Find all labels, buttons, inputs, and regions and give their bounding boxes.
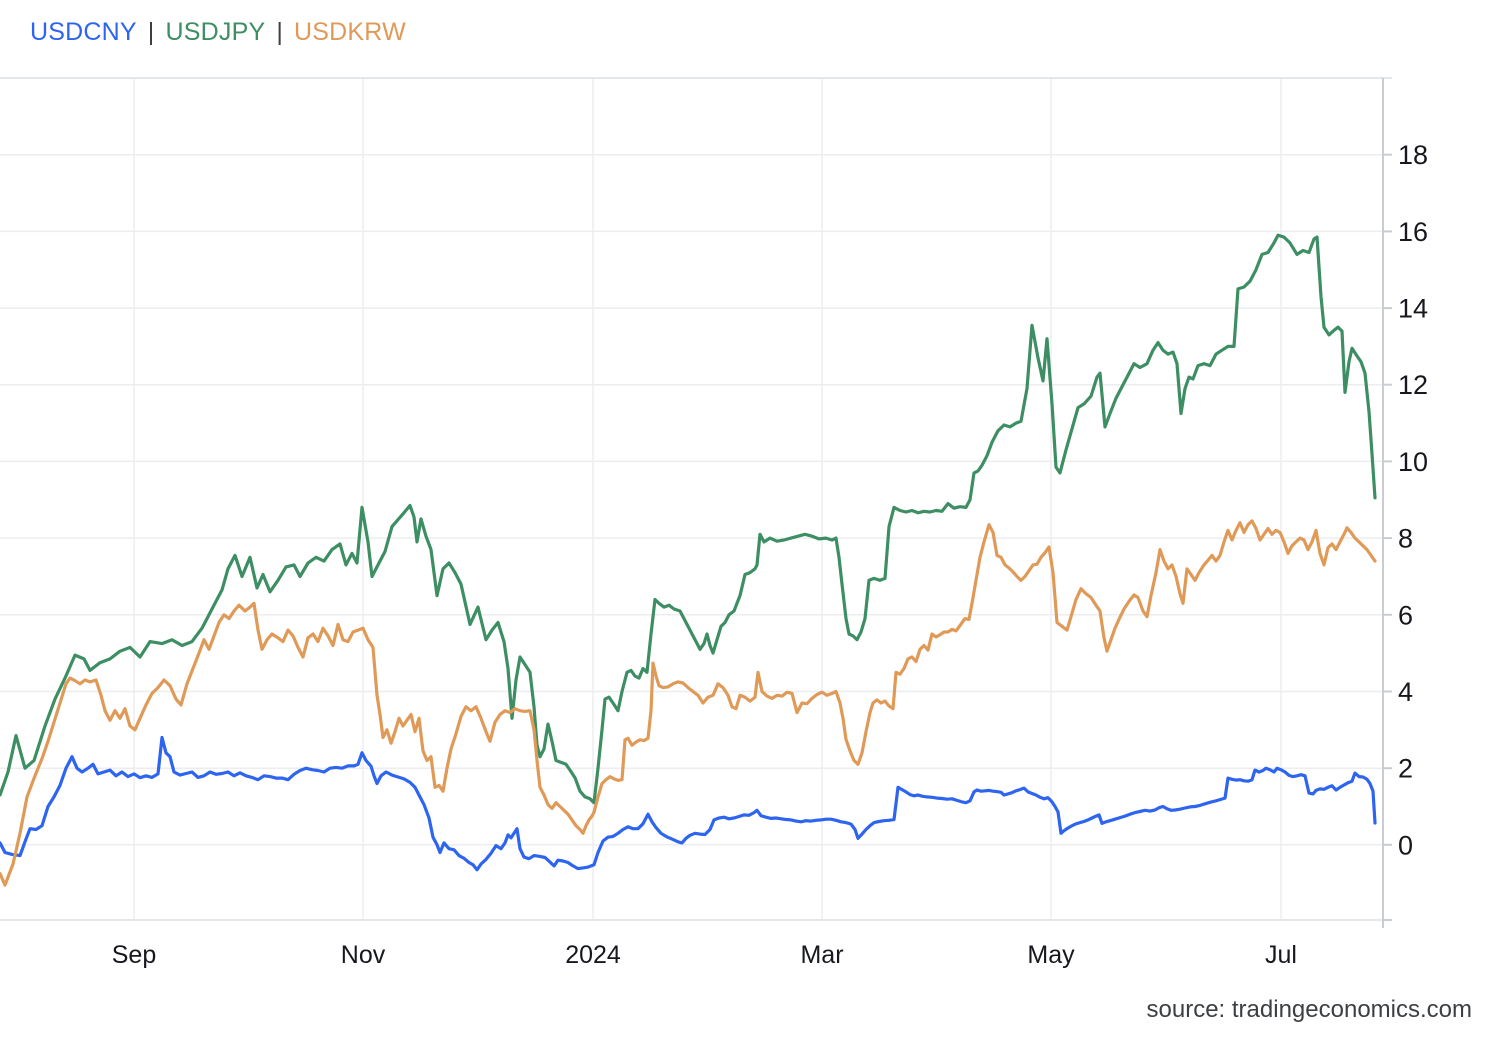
y-tick-label: 2 [1398, 754, 1413, 784]
y-tick-label: 12 [1398, 370, 1428, 400]
chart-legend: USDCNY | USDJPY | USDKRW [30, 18, 406, 47]
y-tick-label: 14 [1398, 294, 1428, 324]
source-attribution[interactable]: source: tradingeconomics.com [1146, 996, 1472, 1023]
y-tick-label: 8 [1398, 524, 1413, 554]
series-line-usdjpy[interactable] [0, 233, 1377, 805]
x-tick-label: Mar [800, 941, 843, 969]
legend-separator: | [276, 18, 284, 46]
legend-item-usdkrw[interactable]: USDKRW [294, 18, 406, 46]
legend-separator: | [147, 18, 155, 46]
x-tick-label: Jul [1265, 941, 1297, 969]
series-line-usdcny[interactable] [0, 735, 1377, 872]
y-tick-label: 0 [1398, 830, 1413, 860]
y-tick-label: 18 [1398, 140, 1428, 170]
x-tick-label: Nov [341, 941, 386, 969]
x-tick-label: Sep [112, 941, 156, 969]
series-line-usdkrw[interactable] [0, 519, 1377, 887]
y-tick-label: 16 [1398, 217, 1428, 247]
x-tick-label: 2024 [565, 941, 621, 969]
legend-item-usdjpy[interactable]: USDJPY [165, 18, 266, 46]
y-tick-label: 6 [1398, 600, 1413, 630]
y-tick-label: 10 [1398, 447, 1428, 477]
x-tick-label: May [1027, 941, 1075, 969]
legend-item-usdcny[interactable]: USDCNY [30, 18, 137, 46]
y-tick-label: 4 [1398, 677, 1413, 707]
